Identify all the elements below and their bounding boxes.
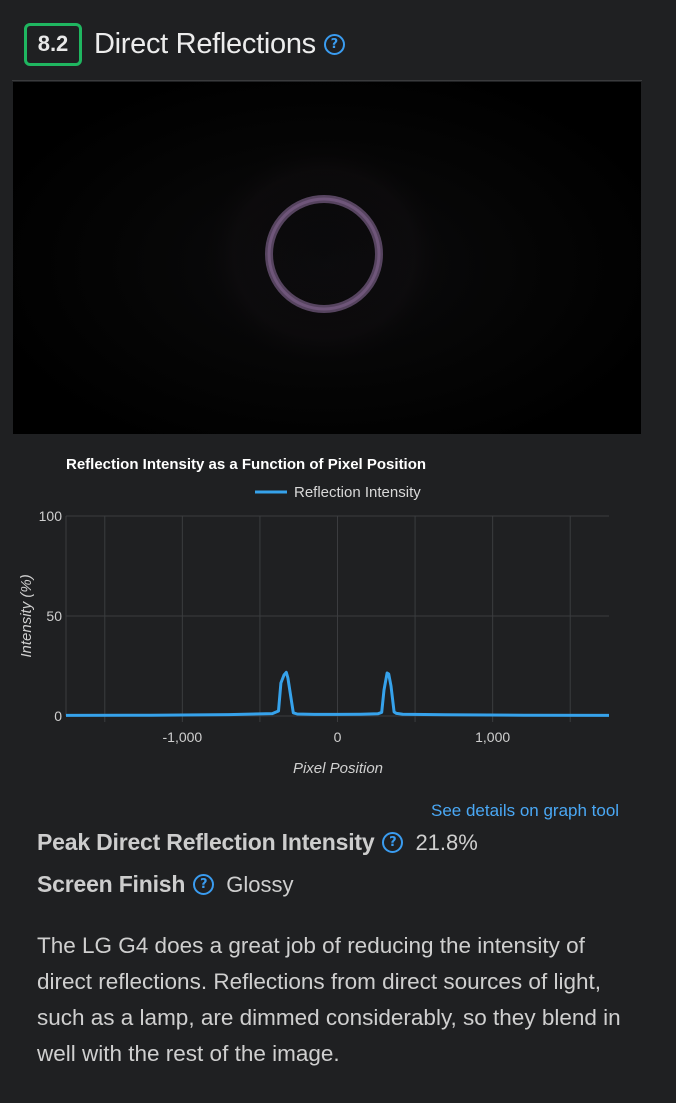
y-tick-label: 100 <box>39 508 63 524</box>
reflection-chart-svg: Reflection Intensity as a Function of Pi… <box>18 456 610 777</box>
metric-label: Screen Finish <box>37 871 186 897</box>
x-axis-ticks: -1,000 0 1,000 <box>163 729 511 745</box>
metric-label: Peak Direct Reflection Intensity <box>37 829 375 855</box>
series-line-reflection-intensity <box>65 670 610 717</box>
legend-label[interactable]: Reflection Intensity <box>294 484 421 501</box>
metric-screen-finish: Screen Finish ? Glossy <box>37 871 293 898</box>
chart-grid <box>65 515 609 722</box>
section-title: Direct Reflections <box>94 27 316 60</box>
help-icon[interactable]: ? <box>323 33 345 55</box>
x-tick-label: 0 <box>334 729 342 745</box>
chart-title: Reflection Intensity as a Function of Pi… <box>66 456 426 473</box>
graph-tool-link[interactable]: See details on graph tool <box>431 801 620 820</box>
score-badge: 8.2 <box>24 22 82 66</box>
y-tick-label: 50 <box>46 608 62 624</box>
section-header: 8.2 Direct Reflections ? <box>24 22 345 66</box>
x-tick-label: -1,000 <box>163 729 203 745</box>
help-icon[interactable]: ? <box>382 832 404 853</box>
divider <box>12 80 642 81</box>
reflection-ring-image <box>194 134 454 374</box>
reflection-photo <box>13 82 641 434</box>
y-axis-label: Intensity (%) <box>18 574 35 657</box>
metric-peak-intensity: Peak Direct Reflection Intensity ? 21.8% <box>37 829 478 856</box>
metric-value: 21.8% <box>415 829 478 855</box>
x-tick-label: 1,000 <box>475 729 510 745</box>
x-axis-label: Pixel Position <box>293 760 383 777</box>
metric-value: Glossy <box>226 871 294 897</box>
reflection-chart: Reflection Intensity as a Function of Pi… <box>0 440 676 790</box>
description-text: The LG G4 does a great job of reducing t… <box>37 933 621 1066</box>
y-tick-label: 0 <box>54 708 62 724</box>
y-axis-ticks: 0 50 100 <box>39 508 63 724</box>
help-icon[interactable]: ? <box>193 874 215 895</box>
